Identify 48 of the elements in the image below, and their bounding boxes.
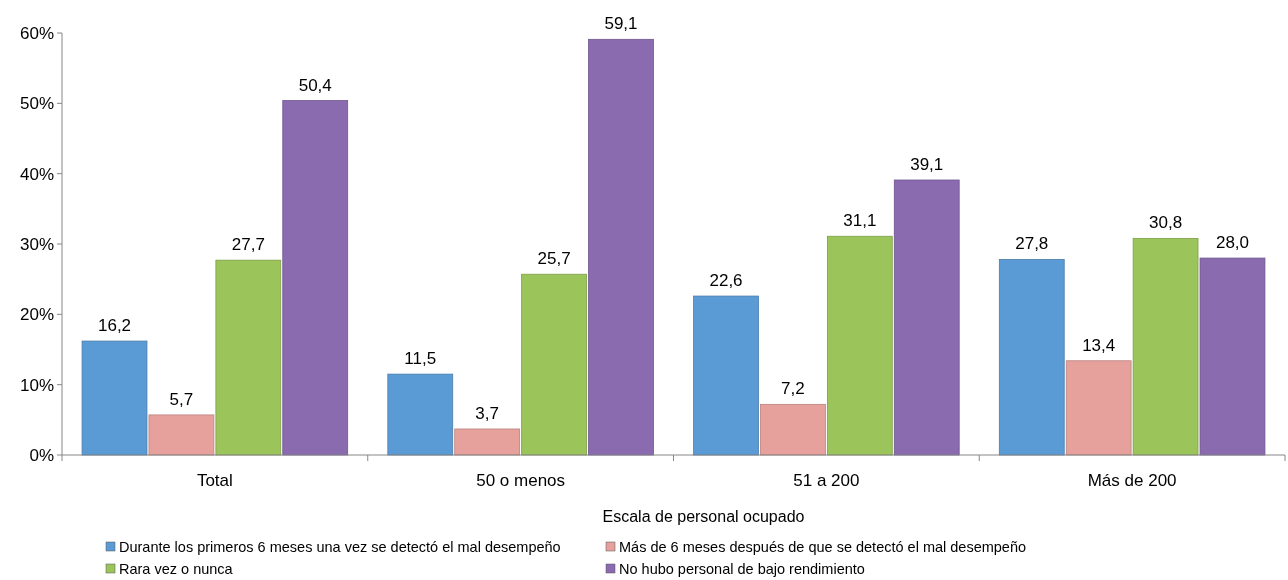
bar (588, 38, 654, 456)
data-label: 7,2 (781, 379, 805, 399)
bar (1199, 257, 1266, 456)
data-label: 16,2 (97, 316, 132, 336)
data-label: 50,4 (298, 75, 332, 95)
legend-label: Rara vez o nunca (119, 561, 234, 577)
data-label: 11,5 (404, 349, 437, 369)
y-tick-label: 50% (19, 94, 54, 114)
bar (81, 340, 148, 456)
y-tick-label: 20% (19, 305, 54, 325)
y-tick-label: 10% (19, 375, 54, 395)
data-label: 3,7 (475, 403, 499, 423)
data-label: 13,4 (1082, 335, 1116, 355)
data-label: 31,1 (843, 211, 877, 231)
bar (454, 428, 521, 456)
bar (893, 179, 960, 456)
y-tick-label: 60% (19, 24, 54, 43)
bar (826, 235, 893, 456)
bar (215, 259, 282, 456)
data-label: 22,6 (709, 271, 743, 291)
data-label: 27,8 (1015, 234, 1049, 254)
data-label: 5,7 (169, 389, 194, 409)
y-tick-label: 40% (19, 164, 54, 184)
bar (521, 273, 587, 456)
y-tick-label: 0% (29, 446, 54, 465)
bar (148, 414, 215, 456)
bar (282, 100, 349, 456)
x-tick-label: Total (196, 471, 233, 490)
bar (1132, 237, 1199, 456)
x-axis-title: Escala de personal ocupado (602, 508, 805, 525)
data-label: 59,1 (604, 14, 638, 34)
legend-label: Durante los primeros 6 meses una vez se detectó el mal desempeño (119, 539, 561, 555)
bar (760, 403, 826, 456)
legend-label: Más de 6 meses después de que se detectó el mal desempeño (619, 539, 1027, 555)
y-tick-label: 30% (19, 235, 54, 254)
bar (387, 373, 454, 456)
data-label: 28,0 (1215, 233, 1250, 253)
x-tick-label: 51 a 200 (793, 471, 860, 490)
bar (1065, 360, 1132, 456)
data-label: 39,1 (910, 155, 944, 174)
x-tick-label: 50 o menos (476, 471, 566, 490)
x-tick-label: Más de 200 (1087, 471, 1177, 490)
data-label: 27,7 (231, 235, 265, 255)
data-label: 30,8 (1149, 213, 1183, 233)
bar (693, 295, 759, 456)
data-label: 25,7 (537, 249, 571, 269)
bar (998, 259, 1065, 456)
legend-label: No hubo personal de bajo rendimiento (619, 561, 865, 577)
